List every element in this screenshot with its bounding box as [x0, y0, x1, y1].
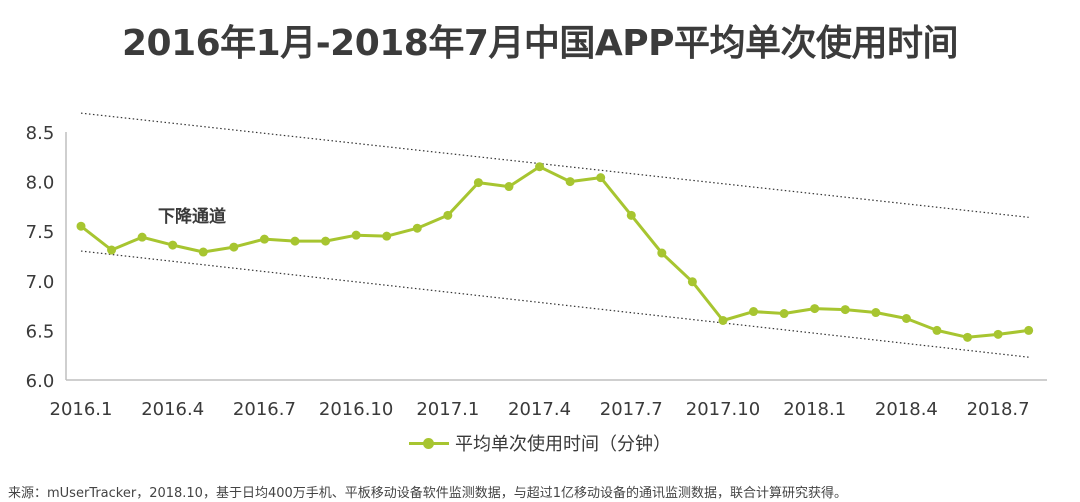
- data-point: [107, 245, 117, 255]
- y-tick-label: 8.5: [26, 123, 55, 144]
- x-tick-label: 2016.7: [233, 399, 296, 420]
- x-tick-label: 2016.1: [50, 399, 113, 420]
- data-point: [412, 223, 422, 233]
- data-point: [351, 230, 361, 240]
- data-point: [1024, 325, 1034, 335]
- x-tick-label: 2018.7: [967, 399, 1030, 420]
- data-point: [565, 177, 575, 187]
- data-point: [993, 329, 1003, 339]
- x-tick-label: 2017.1: [416, 399, 479, 420]
- series-line: [80, 165, 1029, 339]
- data-point: [596, 173, 606, 183]
- data-point: [168, 240, 178, 250]
- data-point: [810, 304, 820, 314]
- data-point: [626, 210, 636, 220]
- y-tick-label: 8.0: [26, 173, 55, 194]
- trend-channel-line: [80, 250, 1029, 358]
- legend-line-marker-icon: [409, 436, 449, 450]
- x-tick-label: 2016.4: [141, 399, 204, 420]
- x-tick-label: 2017.4: [508, 399, 571, 420]
- data-point: [963, 332, 973, 342]
- data-point: [718, 315, 728, 325]
- data-point: [535, 162, 545, 172]
- x-tick-label: 2018.1: [783, 399, 846, 420]
- data-point: [198, 247, 208, 257]
- x-tick-label: 2017.7: [600, 399, 663, 420]
- data-point: [290, 236, 300, 246]
- y-tick-label: 7.0: [26, 272, 55, 293]
- y-tick-label: 6.5: [26, 321, 55, 342]
- data-point: [137, 232, 147, 242]
- data-point: [504, 182, 514, 192]
- data-point: [749, 307, 759, 317]
- data-point: [321, 236, 331, 246]
- data-point: [687, 277, 697, 287]
- trend-channel-line: [80, 112, 1029, 218]
- data-point: [76, 221, 86, 231]
- annotation-label: 下降通道: [158, 206, 226, 227]
- data-point: [473, 178, 483, 188]
- data-point: [871, 308, 881, 318]
- chart-title: 2016年1月-2018年7月中国APP平均单次使用时间: [121, 23, 959, 64]
- data-point: [259, 234, 269, 244]
- legend: 平均单次使用时间（分钟）: [0, 430, 1080, 456]
- legend-label: 平均单次使用时间（分钟）: [455, 434, 671, 455]
- data-point: [443, 210, 453, 220]
- data-point: [382, 231, 392, 241]
- source-note: 来源：mUserTracker，2018.10，基于日均400万手机、平板移动设…: [8, 486, 848, 501]
- x-tick-label: 2018.4: [875, 399, 938, 420]
- data-point: [901, 313, 911, 323]
- line-chart: 6.0 6.5 7.0 7.5 8.0 8.5 2016.1 2016.4 2016.7 2016…: [26, 112, 1047, 420]
- data-point: [932, 325, 942, 335]
- x-tick-label: 2016.10: [319, 399, 393, 420]
- data-point: [840, 305, 850, 315]
- data-point: [657, 248, 667, 258]
- y-tick-label: 6.0: [26, 371, 55, 392]
- y-tick-label: 7.5: [26, 222, 55, 243]
- data-point: [229, 242, 239, 252]
- x-tick-label: 2017.10: [686, 399, 760, 420]
- data-point: [779, 309, 789, 319]
